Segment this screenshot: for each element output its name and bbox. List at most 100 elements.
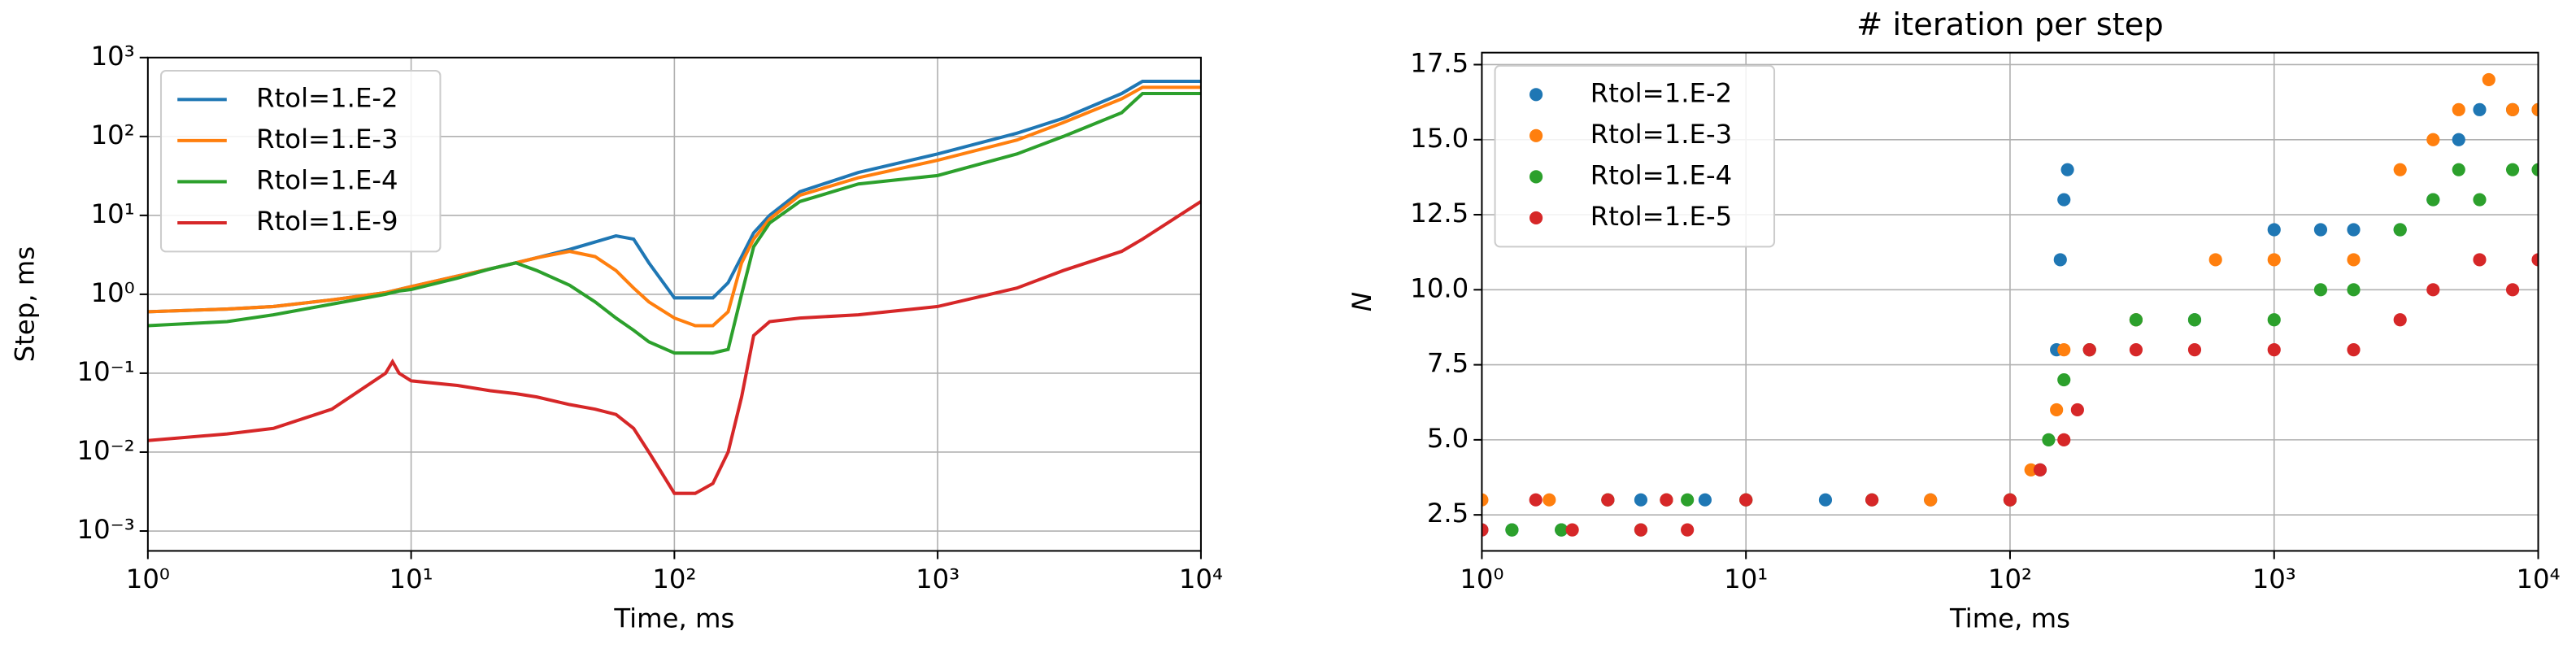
point — [2473, 193, 2487, 207]
legend-label: Rtol=1.E-2 — [256, 82, 398, 113]
point — [1698, 493, 1712, 507]
point — [1543, 493, 1556, 507]
x-axis-label: Time, ms — [1949, 603, 2070, 633]
point — [1601, 493, 1615, 507]
point — [1739, 493, 1753, 507]
legend-box — [159, 69, 442, 253]
x-tick-label: 10³ — [2252, 564, 2296, 594]
legend-label: Rtol=1.E-3 — [256, 124, 398, 155]
legend-label: Rtol=1.E-4 — [1590, 159, 1732, 190]
y-tick-label: 10.0 — [1410, 272, 1469, 303]
legend-label: Rtol=1.E-2 — [1590, 77, 1732, 108]
subplot: 10⁰ 10¹ 10² 10³ 10⁴ 10⁻³ 10⁻² 10⁻¹ 10⁰ 10¹ 10² 10³ T… — [9, 41, 1223, 634]
point — [2505, 102, 2520, 116]
point — [1634, 523, 1648, 537]
point — [2129, 313, 2143, 327]
y-tick-label: 17.5 — [1410, 47, 1469, 78]
subplot: 10⁰ 10¹ 10² 10³ 10⁴ 2.5 5.0 7.5 10.0 12.5 15.0 17.5… — [1347, 7, 2561, 634]
point — [2531, 163, 2539, 176]
x-tick-label: 10¹ — [389, 564, 433, 594]
point — [2347, 283, 2361, 297]
point — [2473, 102, 2487, 116]
point — [2057, 343, 2071, 357]
y-tick-label: 10⁻³ — [77, 514, 135, 545]
series-line — [147, 200, 1201, 495]
x-tick-label: 10⁴ — [1179, 564, 1223, 594]
point — [1634, 493, 1648, 507]
point — [1565, 523, 1579, 537]
point — [2129, 343, 2143, 357]
axes-frame — [1481, 51, 2539, 552]
y-tick-label: 10² — [91, 120, 135, 150]
point — [2267, 253, 2281, 267]
point — [1681, 523, 1695, 537]
point — [2505, 163, 2520, 176]
point — [2187, 313, 2202, 327]
point — [2050, 403, 2064, 417]
y-axis-label: N — [1347, 292, 1377, 311]
axes-frame — [146, 56, 1202, 552]
legend-swatch — [1530, 128, 1543, 142]
x-tick-label: 10⁰ — [126, 564, 170, 594]
point — [2313, 223, 2328, 237]
chart-title: # iteration per step — [1856, 7, 2164, 43]
point — [1818, 493, 1833, 507]
legend-label: Rtol=1.E-5 — [1590, 201, 1732, 232]
point — [2452, 102, 2465, 116]
point — [2452, 163, 2465, 176]
y-tick-label: 12.5 — [1410, 198, 1469, 229]
x-tick-label: 10² — [652, 564, 696, 594]
legend-swatch — [1530, 211, 1543, 225]
x-tick-label: 10¹ — [1724, 564, 1768, 594]
point — [2426, 283, 2440, 297]
point — [2393, 223, 2407, 237]
x-tick-label: 10³ — [916, 564, 959, 594]
x-tick-label: 10⁴ — [2516, 564, 2560, 594]
plot-area — [147, 79, 1201, 495]
x-axis-label: Time, ms — [613, 603, 734, 633]
point — [2057, 193, 2071, 207]
y-tick-label: 7.5 — [1427, 348, 1469, 379]
y-tick-label: 2.5 — [1427, 498, 1469, 529]
point — [1924, 493, 1938, 507]
y-tick-label: 5.0 — [1427, 423, 1469, 454]
point — [1865, 493, 1879, 507]
point — [2082, 343, 2096, 357]
point — [2426, 193, 2440, 207]
plot-area — [1482, 72, 2539, 537]
legend: Rtol=1.E-2 Rtol=1.E-3 Rtol=1.E-4 Rtol=1.E-9 — [159, 69, 442, 253]
point — [2033, 463, 2047, 477]
point — [2482, 72, 2496, 87]
x-tick-label: 10⁰ — [1460, 564, 1503, 594]
point — [2531, 253, 2539, 267]
point — [2426, 133, 2440, 146]
point — [2053, 253, 2067, 267]
point — [2473, 253, 2487, 267]
y-tick-label: 15.0 — [1410, 123, 1469, 154]
series-line — [147, 92, 1201, 355]
point — [2057, 372, 2071, 387]
legend-label: Rtol=1.E-9 — [256, 206, 398, 237]
legend-label: Rtol=1.E-3 — [1590, 119, 1732, 150]
point — [1505, 523, 1519, 537]
y-tick-label: 10⁻² — [77, 435, 135, 466]
y-tick-label: 10⁰ — [91, 277, 135, 308]
point — [1482, 523, 1489, 537]
point — [2267, 313, 2281, 327]
point — [2208, 253, 2222, 267]
point — [2060, 163, 2074, 176]
point — [2393, 163, 2407, 176]
legend-label: Rtol=1.E-4 — [256, 164, 398, 195]
point — [1660, 493, 1673, 507]
y-tick-label: 10¹ — [91, 198, 135, 229]
point — [2267, 343, 2281, 357]
y-tick-label: 10⁻¹ — [77, 356, 135, 387]
point — [2187, 343, 2202, 357]
point — [1529, 493, 1543, 507]
point — [2057, 433, 2071, 446]
legend-swatch — [1530, 88, 1543, 102]
point — [1482, 493, 1489, 507]
point — [1555, 523, 1569, 537]
point — [2042, 433, 2056, 446]
